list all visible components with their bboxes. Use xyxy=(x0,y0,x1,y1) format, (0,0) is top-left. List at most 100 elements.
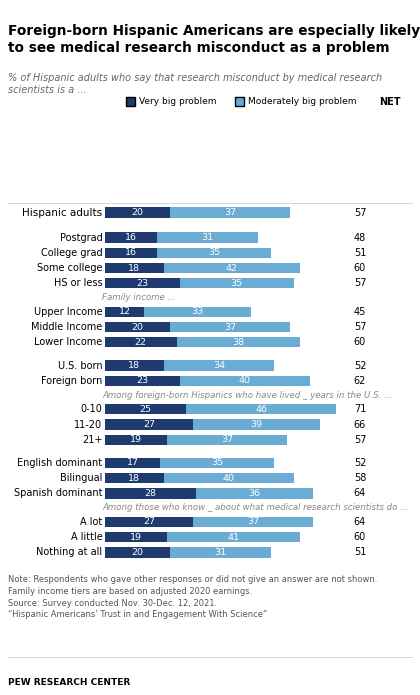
Text: 57: 57 xyxy=(354,278,366,288)
Text: 64: 64 xyxy=(354,489,366,498)
Bar xyxy=(105,306,144,317)
Text: 18: 18 xyxy=(128,361,140,370)
Bar xyxy=(170,547,271,557)
Text: Upper Income: Upper Income xyxy=(34,307,102,317)
Text: 31: 31 xyxy=(202,233,213,242)
Text: HS or less: HS or less xyxy=(54,278,102,288)
Text: Middle Income: Middle Income xyxy=(31,322,102,332)
Bar xyxy=(105,488,196,498)
Text: 62: 62 xyxy=(354,376,366,386)
Text: College grad: College grad xyxy=(41,248,102,258)
Bar xyxy=(163,473,294,483)
Text: 23: 23 xyxy=(136,376,149,385)
Text: 39: 39 xyxy=(250,420,262,429)
Text: 34: 34 xyxy=(213,361,225,370)
Bar xyxy=(157,247,271,258)
Text: 66: 66 xyxy=(354,420,366,430)
Text: 11-20: 11-20 xyxy=(74,420,102,430)
Text: Nothing at all: Nothing at all xyxy=(36,548,102,557)
Bar xyxy=(105,207,170,218)
Text: 28: 28 xyxy=(144,489,157,498)
Text: English dominant: English dominant xyxy=(17,458,102,468)
Text: Among those who know _ about what medical research scientists do ...: Among those who know _ about what medica… xyxy=(102,503,409,512)
Bar xyxy=(196,488,313,498)
Bar xyxy=(105,547,170,557)
Bar xyxy=(176,337,300,348)
Text: A lot: A lot xyxy=(80,517,102,527)
Text: 20: 20 xyxy=(131,208,144,217)
Text: 45: 45 xyxy=(354,307,366,317)
Bar xyxy=(167,434,287,445)
Text: 37: 37 xyxy=(247,518,259,527)
Text: Family income ...: Family income ... xyxy=(102,293,176,302)
Bar xyxy=(193,419,320,430)
Text: Some college: Some college xyxy=(37,263,102,273)
Text: 27: 27 xyxy=(143,518,155,527)
Text: 31: 31 xyxy=(215,548,226,557)
Bar xyxy=(186,404,336,414)
Text: 19: 19 xyxy=(130,532,142,541)
Bar xyxy=(105,532,167,542)
Text: 23: 23 xyxy=(136,279,149,288)
Bar xyxy=(157,232,258,243)
Bar xyxy=(105,404,186,414)
Text: 16: 16 xyxy=(125,248,137,257)
Text: 71: 71 xyxy=(354,404,366,414)
Text: 37: 37 xyxy=(224,208,236,217)
Text: A little: A little xyxy=(71,532,102,542)
Text: 33: 33 xyxy=(192,307,204,316)
Text: % of Hispanic adults who say that research misconduct by medical research
scient: % of Hispanic adults who say that resear… xyxy=(8,73,383,95)
Text: Among foreign-born Hispanics who have lived _ years in the U.S. ...: Among foreign-born Hispanics who have li… xyxy=(102,391,393,400)
Text: Foreign born: Foreign born xyxy=(41,376,102,386)
Bar xyxy=(105,360,163,370)
Text: 42: 42 xyxy=(226,263,238,272)
Text: 52: 52 xyxy=(354,361,366,370)
Text: 46: 46 xyxy=(255,404,267,414)
Text: 25: 25 xyxy=(140,404,152,414)
Text: 57: 57 xyxy=(354,322,366,332)
Text: 60: 60 xyxy=(354,337,366,348)
Text: NET: NET xyxy=(380,97,401,107)
Bar xyxy=(163,360,274,370)
Text: Hispanic adults: Hispanic adults xyxy=(22,208,102,218)
Bar xyxy=(105,517,193,528)
Text: 19: 19 xyxy=(130,435,142,444)
Text: 60: 60 xyxy=(354,532,366,542)
Text: 37: 37 xyxy=(221,435,233,444)
Bar xyxy=(105,473,163,483)
Text: 21+: 21+ xyxy=(82,435,102,445)
Text: Bilingual: Bilingual xyxy=(60,473,102,483)
Text: 57: 57 xyxy=(354,435,366,445)
Text: 52: 52 xyxy=(354,458,366,468)
Bar xyxy=(180,278,294,288)
Bar xyxy=(170,322,290,332)
Text: Very big problem: Very big problem xyxy=(139,97,217,106)
Bar xyxy=(105,278,180,288)
Bar xyxy=(105,232,157,243)
Bar xyxy=(144,306,252,317)
Text: Spanish dominant: Spanish dominant xyxy=(14,489,102,498)
Text: 37: 37 xyxy=(224,322,236,332)
Bar xyxy=(105,322,170,332)
Text: PEW RESEARCH CENTER: PEW RESEARCH CENTER xyxy=(8,678,131,687)
Bar xyxy=(105,434,167,445)
Text: U.S. born: U.S. born xyxy=(58,361,102,370)
Text: 27: 27 xyxy=(143,420,155,429)
Text: 0-10: 0-10 xyxy=(81,404,102,414)
Bar xyxy=(105,375,180,386)
Bar xyxy=(105,419,193,430)
Text: 36: 36 xyxy=(249,489,261,498)
Bar xyxy=(170,207,290,218)
Bar xyxy=(105,247,157,258)
Bar xyxy=(193,517,313,528)
Text: 41: 41 xyxy=(228,532,239,541)
Text: 20: 20 xyxy=(131,322,144,332)
Text: Moderately big problem: Moderately big problem xyxy=(249,97,357,106)
Text: 35: 35 xyxy=(211,459,223,468)
Bar xyxy=(105,263,163,273)
Text: 18: 18 xyxy=(128,474,140,483)
Text: 48: 48 xyxy=(354,233,366,243)
Text: 57: 57 xyxy=(354,208,366,218)
Bar xyxy=(160,458,274,468)
Bar xyxy=(167,532,300,542)
